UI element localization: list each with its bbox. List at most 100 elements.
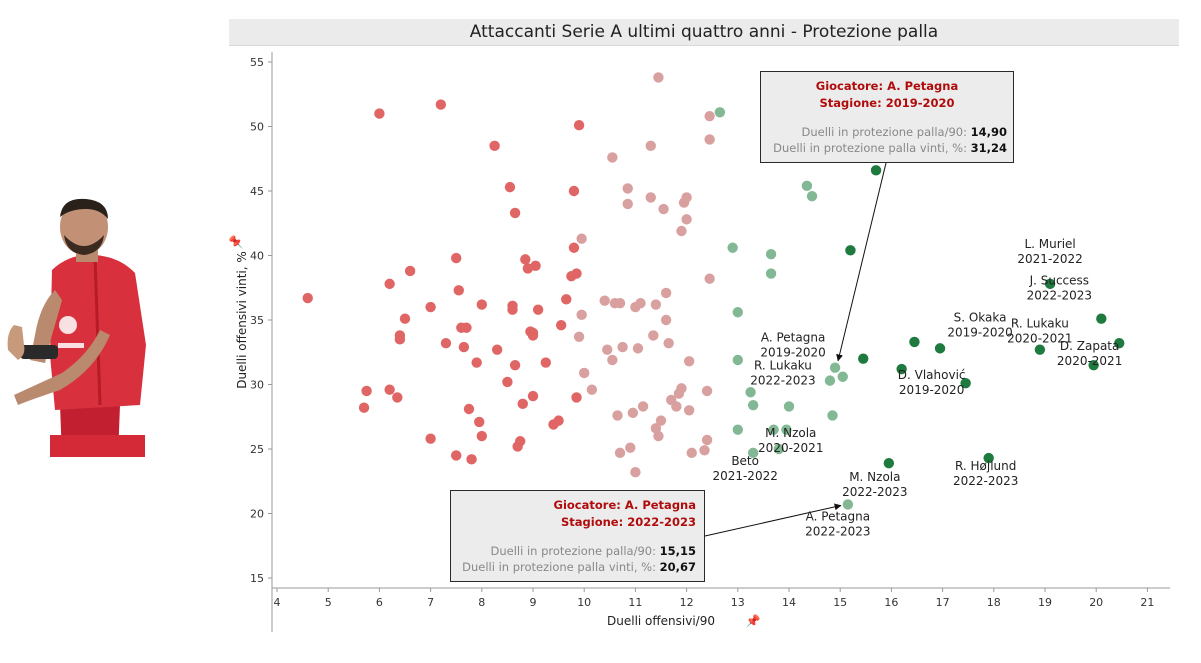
tooltip-row1-value: 15,15 <box>659 544 696 558</box>
x-tick-label: 4 <box>274 596 281 609</box>
data-point-pink <box>576 233 587 244</box>
data-point-pink <box>650 299 662 310</box>
data-point-red <box>573 120 585 131</box>
data-point-pink <box>683 405 695 416</box>
point-label: D. Vlahović 2019-2020 <box>898 368 966 397</box>
x-tick-label: 9 <box>530 596 537 609</box>
data-point-pink <box>683 356 695 367</box>
data-point-pink <box>612 410 623 421</box>
data-point-darkgreen <box>1044 278 1056 290</box>
y-tick-label: 40 <box>250 250 264 263</box>
data-point-lightgreen <box>732 424 743 435</box>
data-point-pink <box>648 330 659 341</box>
y-tick-label: 55 <box>250 56 264 69</box>
data-point-red <box>461 322 472 333</box>
data-point-red <box>530 260 541 272</box>
arrow-tooltip-b <box>704 503 842 537</box>
data-point-lightgreen <box>829 362 841 373</box>
data-point-pink <box>671 401 682 412</box>
data-point-lightgreen <box>747 447 759 459</box>
tooltip-row2-value: 31,24 <box>970 141 1007 155</box>
data-point-red <box>474 416 485 428</box>
data-point-darkgreen <box>845 245 856 256</box>
data-point-pink <box>686 447 697 459</box>
data-point-red <box>358 402 370 413</box>
data-point-red <box>568 185 580 197</box>
data-point-red <box>502 376 513 388</box>
point-label: A. Petagna 2022-2023 <box>805 509 870 538</box>
data-point-pink <box>630 467 641 478</box>
pin-icon: 📌 <box>228 234 243 249</box>
data-point-lightgreen <box>783 401 795 412</box>
data-point-pink <box>635 298 646 309</box>
data-points <box>302 72 1125 510</box>
data-point-lightgreen <box>827 410 838 421</box>
tooltip-petagna-2019-2020: Giocatore: A. Petagna Stagione: 2019-202… <box>760 71 1014 163</box>
data-point-red <box>425 433 436 444</box>
data-point-lightgreen <box>806 190 818 202</box>
data-point-red <box>532 304 544 315</box>
point-label: A. Petagna 2019-2020 <box>760 331 825 360</box>
data-point-red <box>458 341 470 353</box>
data-point-red <box>571 392 582 403</box>
x-tick-label: 13 <box>731 596 745 609</box>
data-point-red <box>476 430 487 442</box>
data-point-pink <box>627 407 639 419</box>
tooltip-row2-label: Duelli in protezione palla vinti, %: <box>773 141 967 155</box>
data-point-red <box>476 299 487 310</box>
x-tick-label: 18 <box>987 596 1001 609</box>
data-point-darkgreen <box>896 363 907 375</box>
data-point-pink <box>622 183 633 194</box>
data-point-darkgreen <box>909 336 920 348</box>
data-point-pink <box>660 314 672 326</box>
pin-icon: 📌 <box>746 613 761 628</box>
data-point-lightgreen <box>732 354 743 366</box>
data-point-red <box>527 390 539 402</box>
data-point-red <box>540 357 551 368</box>
data-point-pink <box>681 192 692 203</box>
data-point-lightgreen <box>727 242 738 253</box>
tooltip-season: Stagione: 2019-2020 <box>819 96 955 110</box>
data-point-pink <box>704 134 715 145</box>
point-label: J. Success 2022-2023 <box>1027 274 1092 303</box>
data-point-red <box>527 327 539 339</box>
data-point-pink <box>655 415 667 426</box>
chart-title: Attaccanti Serie A ultimi quattro anni -… <box>229 19 1179 46</box>
data-point-pink <box>614 298 626 309</box>
data-point-red <box>435 99 447 110</box>
data-point-red <box>517 398 528 410</box>
data-point-darkgreen <box>983 452 994 464</box>
point-label: D. Zapata 2020-2021 <box>1057 339 1122 368</box>
tooltip-row2-label: Duelli in protezione palla vinti, %: <box>462 560 656 574</box>
player-photo <box>7 198 146 457</box>
data-point-pink <box>579 367 590 379</box>
tooltip-petagna-2022-2023: Giocatore: A. Petagna Stagione: 2022-202… <box>450 490 705 582</box>
data-point-pink <box>602 344 613 355</box>
data-point-lightgreen <box>745 387 756 398</box>
data-point-red <box>440 338 452 349</box>
x-tick-label: 17 <box>936 596 950 609</box>
y-tick-label: 45 <box>250 185 264 198</box>
point-label: L. Muriel 2021-2022 <box>1017 237 1082 266</box>
data-point-darkgreen <box>870 165 882 176</box>
data-point-red <box>471 357 482 368</box>
data-point-red <box>463 403 475 415</box>
annotation-arrows <box>704 162 887 537</box>
data-point-pink <box>645 140 656 152</box>
y-tick-label: 35 <box>250 314 264 327</box>
data-point-pink <box>617 341 628 353</box>
data-point-darkgreen <box>960 378 971 389</box>
data-point-pink <box>607 354 618 366</box>
data-point-darkgreen <box>1088 359 1099 371</box>
data-point-red <box>504 181 516 193</box>
data-point-darkgreen <box>858 353 869 364</box>
x-tick-label: 12 <box>680 596 694 609</box>
x-tick-label: 16 <box>884 596 898 609</box>
data-point-pink <box>663 338 674 349</box>
x-tick-label: 10 <box>577 596 591 609</box>
data-point-red <box>553 415 564 426</box>
data-point-red <box>425 301 436 313</box>
data-point-red <box>384 278 395 290</box>
